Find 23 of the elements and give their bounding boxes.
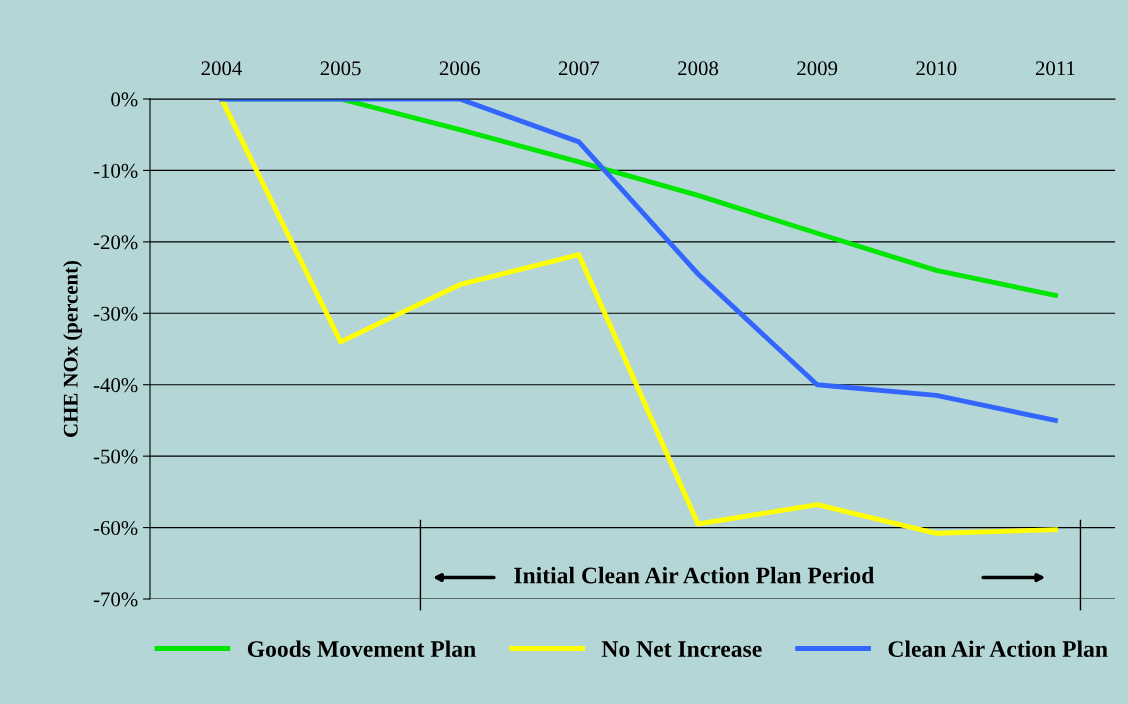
x-tick-label: 2005 bbox=[320, 61, 361, 76]
x-tick-label: 2008 bbox=[678, 61, 719, 76]
y-tick-label: 0% bbox=[111, 92, 138, 107]
x-tick-label: 2004 bbox=[201, 61, 242, 76]
y-tick-label: -30% bbox=[93, 306, 138, 321]
annotation: Initial Clean Air Action Plan Period bbox=[514, 566, 875, 584]
y-tick-label: -60% bbox=[93, 520, 138, 536]
legend-label: Goods Movement Plan bbox=[247, 640, 476, 658]
y-axis-title: CHE NOx (percent) bbox=[63, 261, 82, 437]
x-tick-label: 2009 bbox=[797, 61, 838, 76]
x-tick-label: 2011 bbox=[1035, 61, 1075, 76]
y-tick-label: -50% bbox=[93, 449, 138, 464]
y-tick-label: -70% bbox=[93, 592, 138, 607]
x-tick-label: 2006 bbox=[439, 61, 480, 76]
legend-label: No Net Increase bbox=[601, 641, 762, 658]
legend-label: Clean Air Action Plan bbox=[888, 640, 1108, 658]
y-tick-label: -10% bbox=[93, 163, 138, 178]
y-tick-label: -20% bbox=[93, 235, 138, 250]
x-tick-label: 2007 bbox=[558, 61, 600, 76]
x-tick-label: 2010 bbox=[916, 61, 957, 76]
line-series bbox=[219, 99, 1058, 536]
line-series bbox=[219, 99, 1058, 423]
y-tick-label: -40% bbox=[93, 378, 138, 393]
